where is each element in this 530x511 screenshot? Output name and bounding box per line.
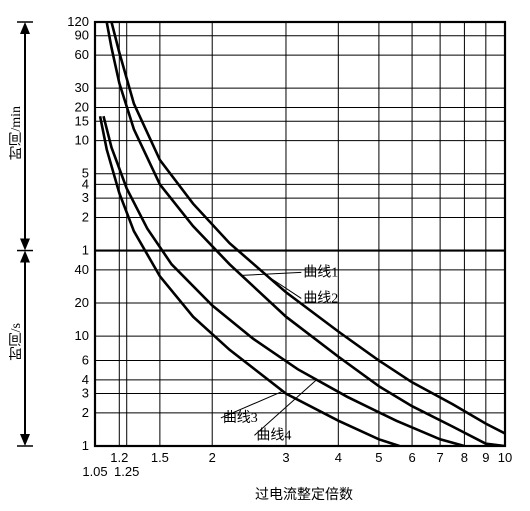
y-tick-label: 20 — [75, 295, 89, 310]
curve — [104, 116, 465, 446]
y-tick-label: 60 — [75, 47, 89, 62]
curve-label: 曲线2 — [303, 290, 338, 306]
curve-label: 曲线4 — [256, 427, 291, 443]
y-tick-label: 3 — [82, 386, 89, 401]
y-tick-label: 4 — [82, 372, 89, 387]
y-tick-label: 2 — [82, 405, 89, 420]
y-tick-label: 1 — [82, 438, 89, 453]
y-tick-label: 3 — [82, 190, 89, 205]
y-axis-label-upper: 时间/min — [7, 106, 27, 160]
curve-leader — [242, 272, 302, 275]
y-tick-label: 10 — [75, 133, 89, 148]
x-tick-label: 3 — [282, 450, 289, 465]
x-tick-label: 5 — [375, 450, 382, 465]
y-tick-label: 20 — [75, 100, 89, 115]
curve-label: 曲线3 — [223, 410, 258, 426]
y-tick-label: 15 — [75, 113, 89, 128]
curve-label: 曲线1 — [303, 264, 338, 280]
x-tick-label: 1.5 — [151, 450, 169, 465]
y-tick-label: 5 — [82, 166, 89, 181]
y-tick-label: 30 — [75, 80, 89, 95]
x-tick-label: 1.05 — [82, 464, 107, 479]
curve — [107, 22, 505, 446]
x-tick-label: 4 — [335, 450, 342, 465]
x-tick-label: 2 — [209, 450, 216, 465]
curve-leader — [267, 276, 302, 299]
y-tick-label: 1 — [82, 243, 89, 258]
chart-svg: 1.051.21.251.523456789101234610204012345… — [0, 0, 530, 511]
y-tick-label: 40 — [75, 262, 89, 277]
y-tick-label: 6 — [82, 352, 89, 367]
x-tick-label: 10 — [498, 450, 512, 465]
y-tick-label: 2 — [82, 209, 89, 224]
x-axis-label: 过电流整定倍数 — [255, 484, 353, 504]
chart-container: { "plot": { "type": "line", "width_px": … — [0, 0, 530, 511]
x-tick-label: 7 — [436, 450, 443, 465]
y-tick-label: 120 — [67, 14, 89, 29]
x-tick-label: 1.2 — [110, 450, 128, 465]
curve — [100, 116, 399, 446]
y-tick-label: 90 — [75, 28, 89, 43]
curve — [112, 22, 506, 434]
x-tick-label: 1.25 — [114, 464, 139, 479]
x-tick-label: 6 — [408, 450, 415, 465]
x-tick-label: 8 — [461, 450, 468, 465]
x-tick-label: 9 — [482, 450, 489, 465]
y-axis-label-lower: 时间/s — [7, 323, 27, 360]
y-tick-label: 10 — [75, 328, 89, 343]
